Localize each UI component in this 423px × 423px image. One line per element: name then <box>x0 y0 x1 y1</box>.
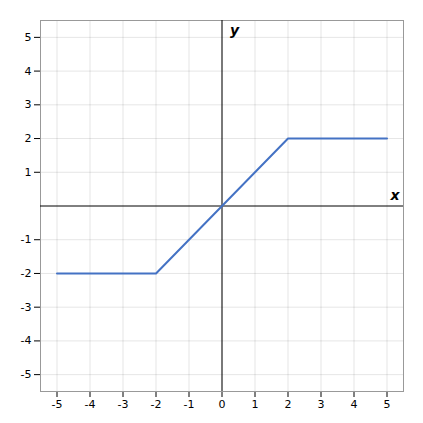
svg-text:1: 1 <box>25 166 32 179</box>
svg-text:y: y <box>230 22 240 38</box>
svg-text:5: 5 <box>384 398 391 411</box>
svg-text:4: 4 <box>25 65 32 78</box>
svg-text:3: 3 <box>25 98 32 111</box>
svg-text:2: 2 <box>285 398 292 411</box>
svg-text:-2: -2 <box>21 267 32 280</box>
svg-text:-5: -5 <box>52 398 63 411</box>
svg-text:-2: -2 <box>151 398 162 411</box>
svg-text:-3: -3 <box>21 301 32 314</box>
svg-text:-4: -4 <box>85 398 96 411</box>
svg-text:-1: -1 <box>184 398 195 411</box>
svg-text:-1: -1 <box>21 233 32 246</box>
svg-text:4: 4 <box>351 398 358 411</box>
svg-text:0: 0 <box>219 398 226 411</box>
svg-text:x: x <box>389 187 400 203</box>
svg-text:1: 1 <box>252 398 259 411</box>
svg-text:-4: -4 <box>21 334 32 347</box>
svg-text:2: 2 <box>25 132 32 145</box>
svg-text:3: 3 <box>318 398 325 411</box>
svg-text:-5: -5 <box>21 368 32 381</box>
svg-text:5: 5 <box>25 31 32 44</box>
svg-text:-3: -3 <box>118 398 129 411</box>
